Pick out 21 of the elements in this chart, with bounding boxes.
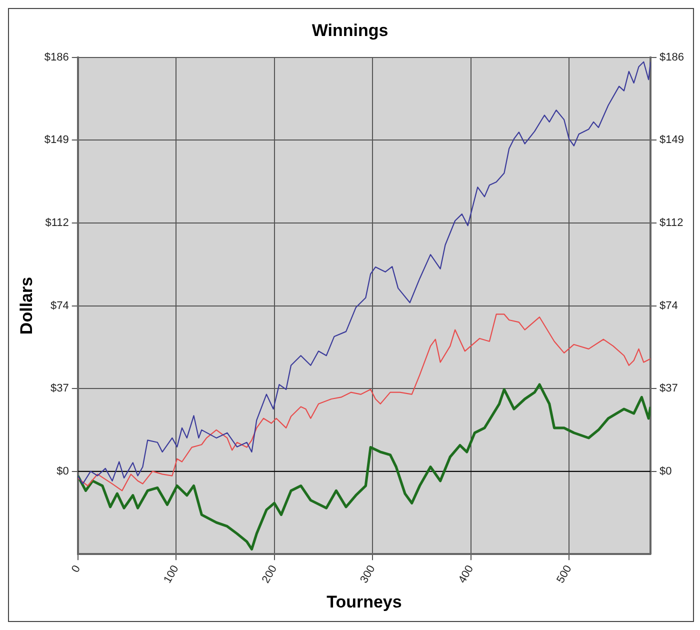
x-tick-label: 400 [456, 563, 476, 586]
x-axis-title: Tourneys [326, 592, 402, 612]
y-tick-label: $74 [50, 300, 69, 312]
chart-title: Winnings [312, 20, 388, 40]
x-tick-label: 300 [358, 563, 378, 586]
x-tick-label: 200 [260, 563, 280, 586]
x-tick-label: 100 [162, 563, 182, 586]
y2-tick-label: $74 [660, 300, 678, 312]
y-tick-label: $186 [44, 51, 69, 64]
y2-tick-label: $37 [660, 382, 678, 395]
y2-tick-label: $0 [660, 465, 672, 478]
y-tick-label: $37 [50, 382, 69, 395]
x-tick-label: 0 [70, 563, 84, 575]
y-tick-label: $0 [56, 465, 69, 478]
y-tick-label: $149 [44, 134, 69, 146]
y2-tick-label: $186 [660, 51, 684, 64]
y2-tick-label: $149 [660, 134, 684, 146]
x-tick-label: 500 [554, 563, 574, 586]
y-tick-label: $112 [45, 217, 69, 229]
y2-tick-label: $112 [660, 217, 684, 229]
y-axis-title: Dollars [16, 276, 36, 335]
